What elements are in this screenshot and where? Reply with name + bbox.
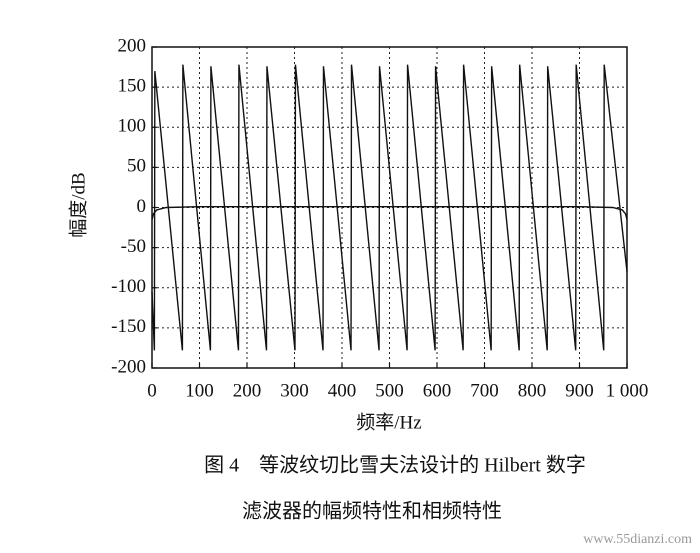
x-tick-label: 500 xyxy=(375,380,404,401)
y-tick-label: -200 xyxy=(111,356,146,377)
y-tick-label: 50 xyxy=(127,156,146,177)
x-axis-label: 频率/Hz xyxy=(356,411,421,433)
x-tick-label: 400 xyxy=(328,380,357,401)
x-tick-label: 800 xyxy=(518,380,547,401)
y-tick-label: 0 xyxy=(137,196,147,217)
y-tick-label: 150 xyxy=(118,75,147,96)
caption: 图 4 等波纹切比雪夫法设计的 Hilbert 数字 xyxy=(204,454,586,477)
y-tick-label: -150 xyxy=(111,316,146,337)
caption: 滤波器的幅频特性和相频特性 xyxy=(242,500,502,523)
x-tick-label: 900 xyxy=(565,380,594,401)
x-tick-label: 600 xyxy=(423,380,452,401)
y-tick-label: 100 xyxy=(118,116,147,137)
plot-frame xyxy=(151,46,628,369)
watermark: www.55dianzi.com xyxy=(583,532,692,547)
data-line xyxy=(151,64,628,351)
x-tick-label: 1 000 xyxy=(606,380,649,401)
x-tick-label: 100 xyxy=(185,380,214,401)
x-tick-label: 700 xyxy=(470,380,499,401)
x-tick-label: 300 xyxy=(280,380,309,401)
data-line xyxy=(151,206,628,220)
y-axis-label: 幅度/dB xyxy=(67,172,89,237)
x-tick-label: 200 xyxy=(233,380,262,401)
y-tick-label: -50 xyxy=(121,236,146,257)
y-tick-label: 200 xyxy=(118,35,147,56)
y-tick-label: -100 xyxy=(111,276,146,297)
x-tick-label: 0 xyxy=(147,380,157,401)
